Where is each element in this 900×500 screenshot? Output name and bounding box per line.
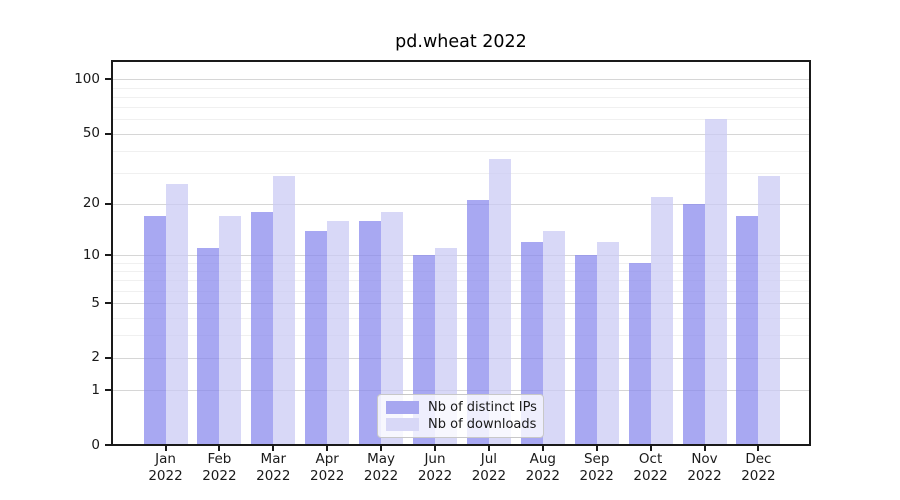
x-tick [434, 446, 436, 451]
y-tick-label: 2 [91, 349, 100, 366]
x-tick [703, 446, 706, 451]
gridline-minor [113, 335, 809, 337]
y-tick [105, 356, 111, 359]
bar-jul-distinct-ips [466, 200, 489, 444]
x-tick [272, 446, 275, 451]
bar-dec-downloads [758, 175, 781, 444]
x-tick-label: Feb 2022 [202, 451, 237, 484]
y-tick [105, 202, 111, 205]
gridline-minor [113, 280, 809, 282]
bar-apr-distinct-ips [305, 230, 328, 444]
x-tick-label: Oct 2022 [633, 451, 668, 484]
gridline-minor [113, 290, 809, 292]
bar-feb-downloads [219, 216, 242, 444]
plot-area [113, 62, 809, 444]
legend-label-downloads: Nb of downloads [428, 417, 537, 433]
x-tick-label: Dec 2022 [741, 451, 776, 484]
gridline-major [113, 79, 809, 81]
bar-nov-distinct-ips [682, 203, 705, 444]
bar-aug-downloads [542, 230, 565, 444]
y-tick-label: 20 [82, 195, 100, 212]
gridline-minor [113, 173, 809, 175]
x-tick [649, 446, 652, 451]
gridline-minor [113, 96, 809, 98]
bar-aug-distinct-ips [520, 241, 543, 444]
gridline-major [113, 133, 809, 135]
bar-sep-downloads [596, 241, 619, 444]
gridline-major [113, 303, 809, 305]
legend-label-distinct-ips: Nb of distinct IPs [428, 399, 537, 415]
bar-may-downloads [381, 211, 404, 444]
y-tick-label: 5 [91, 294, 100, 311]
y-tick [105, 254, 111, 257]
gridline-major [113, 390, 809, 392]
x-tick-label: Nov 2022 [687, 451, 722, 484]
y-tick-label: 100 [74, 70, 100, 87]
x-tick [164, 446, 167, 451]
legend-item-downloads: Nb of downloads [386, 417, 537, 433]
legend-swatch-downloads [386, 418, 419, 432]
bar-dec-distinct-ips [736, 216, 759, 444]
bar-oct-downloads [650, 196, 673, 444]
y-tick [105, 78, 111, 81]
x-tick [757, 446, 760, 451]
y-tick [105, 444, 111, 446]
gridline-major [113, 203, 809, 205]
legend-swatch-distinct-ips [386, 400, 419, 414]
bar-mar-distinct-ips [251, 211, 274, 444]
x-tick-label: Jan 2022 [148, 451, 183, 484]
x-tick-label: May 2022 [363, 451, 399, 484]
x-tick [595, 446, 598, 451]
x-tick [541, 446, 544, 451]
x-tick-label: Mar 2022 [256, 451, 291, 484]
y-tick [105, 389, 111, 392]
x-tick [380, 446, 383, 451]
y-tick [105, 302, 111, 305]
chart-title: pd.wheat 2022 [395, 32, 527, 52]
x-tick [487, 446, 490, 451]
bar-oct-distinct-ips [628, 262, 651, 444]
bar-jul-downloads [488, 159, 511, 444]
bar-may-distinct-ips [359, 220, 382, 444]
legend: Nb of distinct IPs Nb of downloads [377, 394, 544, 438]
gridline-minor [113, 262, 809, 264]
bar-jan-distinct-ips [143, 216, 166, 444]
x-tick-label: Jul 2022 [471, 451, 507, 484]
bar-mar-downloads [273, 175, 296, 444]
y-tick-label: 0 [91, 436, 100, 453]
x-tick-label: Sep 2022 [579, 451, 614, 484]
gridline-minor [113, 119, 809, 121]
x-tick-label: Apr 2022 [310, 451, 345, 484]
bar-feb-distinct-ips [197, 248, 220, 444]
legend-item-distinct-ips: Nb of distinct IPs [386, 399, 537, 415]
gridline-major [113, 357, 809, 359]
x-tick [218, 446, 221, 451]
gridline-minor [113, 107, 809, 109]
gridline-minor [113, 317, 809, 319]
gridline-minor [113, 87, 809, 89]
x-tick-label: Aug 2022 [525, 451, 560, 484]
y-tick-label: 50 [82, 125, 100, 142]
y-tick-label: 1 [91, 381, 100, 398]
y-tick [105, 132, 111, 135]
gridline-minor [113, 270, 809, 272]
bar-nov-downloads [704, 119, 727, 444]
bar-apr-downloads [327, 220, 350, 444]
bar-sep-distinct-ips [574, 255, 597, 444]
x-tick [326, 446, 329, 451]
bar-jan-downloads [165, 183, 188, 444]
gridline-minor [113, 150, 809, 152]
x-tick-label: Jun 2022 [417, 451, 453, 484]
y-tick-label: 10 [82, 246, 100, 263]
gridline-major [113, 255, 809, 257]
